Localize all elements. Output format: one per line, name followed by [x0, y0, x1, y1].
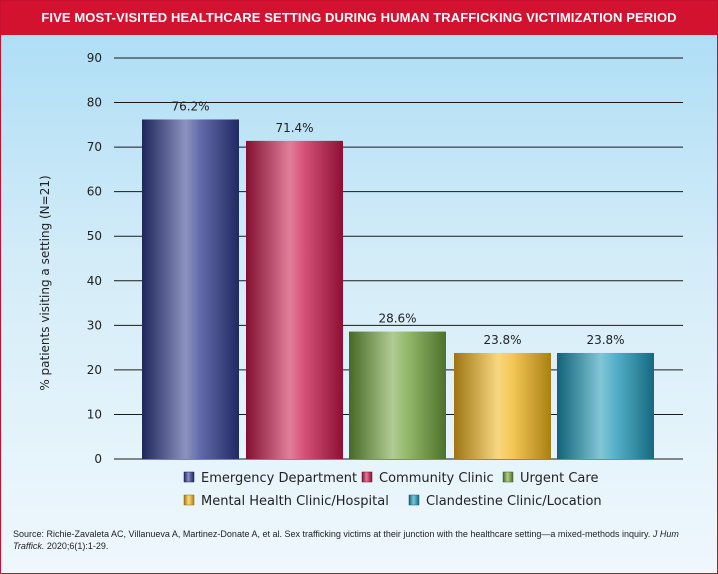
- bar: [557, 352, 654, 459]
- bar-value-label: 28.6%: [378, 312, 416, 326]
- source-text: Source: Richie-Zavaleta AC, Villanueva A…: [13, 529, 653, 539]
- y-tick-label: 50: [87, 229, 102, 243]
- y-axis-ticks: 0 10 20 30 40 50 60 70 80 90: [87, 51, 102, 466]
- chart-title: FIVE MOST-VISITED HEALTHCARE SETTING DUR…: [1, 1, 717, 35]
- legend-label: Urgent Care: [520, 471, 598, 486]
- bar: [142, 119, 239, 459]
- legend-swatch: [361, 471, 373, 483]
- legend-swatch: [408, 494, 420, 506]
- source-suffix: 2020;6(1):1-29.: [44, 541, 109, 551]
- legend-label: Emergency Department: [201, 471, 357, 486]
- legend-swatch: [183, 494, 195, 506]
- y-tick-label: 70: [87, 140, 102, 154]
- bar-value-label: 23.8%: [483, 333, 521, 347]
- y-tick-label: 80: [87, 96, 102, 110]
- y-tick-label: 10: [87, 407, 102, 421]
- y-tick-label: 20: [87, 363, 102, 377]
- bar-value-label: 71.4%: [275, 121, 313, 135]
- source-citation: Source: Richie-Zavaleta AC, Villanueva A…: [13, 528, 703, 552]
- y-tick-label: 60: [87, 185, 102, 199]
- bar: [246, 140, 343, 459]
- legend: Emergency Department Community Clinic Urge…: [183, 471, 602, 509]
- y-axis-label: % patients visiting a setting (N=21): [38, 175, 52, 390]
- legend-label: Mental Health Clinic/Hospital: [201, 494, 389, 509]
- legend-label: Clandestine Clinic/Location: [426, 494, 602, 509]
- bar: [454, 352, 551, 459]
- source-journal: J Hum Traffick.: [13, 529, 679, 551]
- y-tick-label: 0: [94, 452, 102, 466]
- y-tick-label: 90: [87, 51, 102, 65]
- bars: [142, 119, 654, 459]
- legend-swatch: [183, 471, 195, 483]
- bar-value-label: 23.8%: [586, 333, 624, 347]
- legend-swatch: [502, 471, 514, 483]
- y-tick-label: 30: [87, 318, 102, 332]
- chart-svg: 0 10 20 30 40 50 60 70 80 90 % patients visiting …: [38, 51, 683, 509]
- bar-value-label: 76.2%: [171, 99, 209, 113]
- y-tick-label: 40: [87, 274, 102, 288]
- legend-label: Community Clinic: [379, 471, 494, 486]
- bar: [349, 331, 446, 459]
- data-labels: 76.2% 71.4% 28.6% 23.8% 23.8%: [171, 99, 624, 346]
